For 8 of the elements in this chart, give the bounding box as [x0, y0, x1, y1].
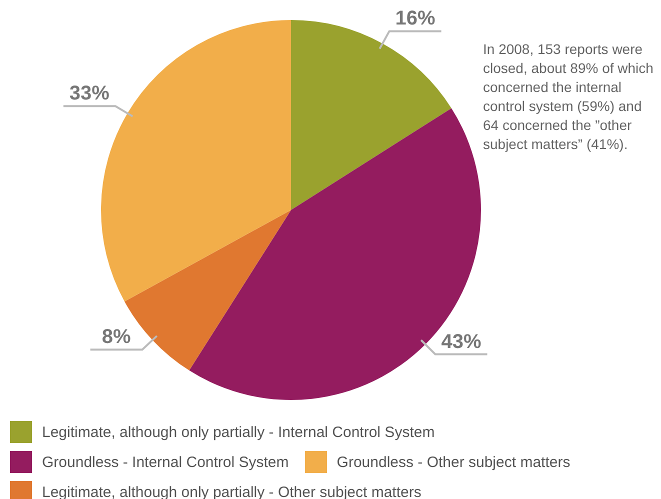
- legend-label: Legitimate, although only partially - Internal Control System: [42, 424, 435, 440]
- data-label: 16%: [395, 8, 436, 30]
- legend-label: Groundless - Other subject matters: [336, 454, 570, 470]
- data-label: 8%: [102, 326, 131, 348]
- data-label: 43%: [441, 330, 482, 353]
- legend-label: Groundless - Internal Control System: [42, 454, 289, 470]
- text: In 2008, 153 reports were closed, about 89% of which concerned the internal control system (59%) and 64 concerned the ”other subject matters” (41%).: [483, 40, 654, 154]
- data-label: 33%: [69, 82, 110, 105]
